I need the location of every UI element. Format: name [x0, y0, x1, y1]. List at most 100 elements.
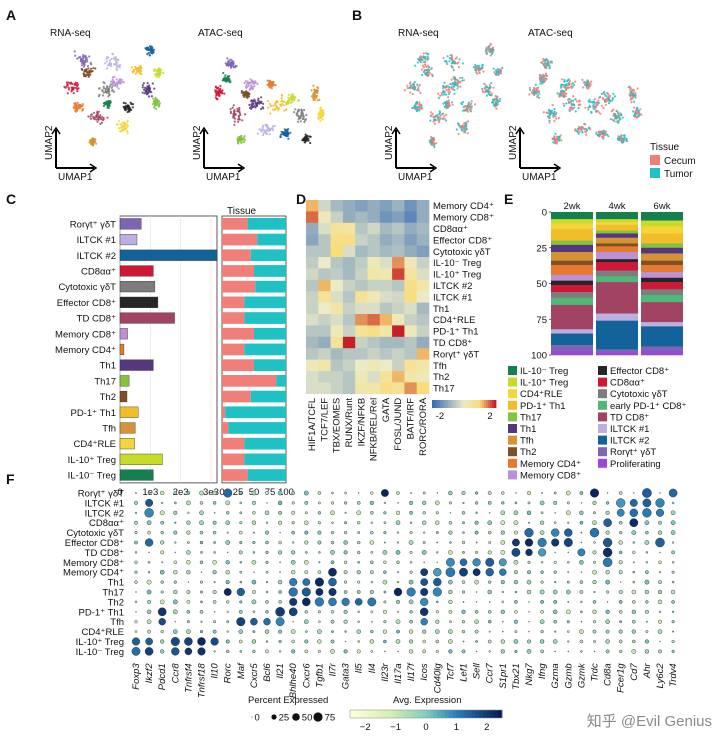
d-cell [355, 336, 368, 349]
panel-b-rna-title: RNA-seq [398, 28, 439, 39]
e-segment [551, 350, 593, 356]
umap-point [544, 66, 547, 69]
f-dot [409, 521, 413, 524]
umap-point [604, 130, 608, 133]
e-segment [641, 294, 683, 303]
d-cell [404, 382, 417, 395]
umap-point [429, 119, 432, 122]
f-dot [448, 629, 453, 634]
umap-point [550, 111, 553, 114]
d-cell [416, 382, 430, 395]
f-dot [462, 521, 465, 525]
umap-point [625, 140, 629, 143]
f-dot [223, 588, 232, 596]
f-dot [225, 540, 231, 545]
c-tissue-xtick: 100 [278, 487, 294, 498]
umap-point [433, 145, 436, 149]
f-dot [357, 580, 361, 584]
f-dot [239, 650, 243, 653]
umap-point [451, 82, 454, 85]
f-dot [344, 521, 348, 525]
f-dot [605, 629, 610, 634]
umap-point [248, 88, 251, 92]
e-segment [641, 247, 683, 254]
f-colorbar-step [361, 710, 366, 718]
c-row-label: Th1 [100, 361, 116, 372]
umap-point [240, 134, 243, 138]
d-cell [342, 211, 356, 224]
umap-point [437, 96, 440, 100]
umap-point [618, 117, 621, 120]
umap-point [280, 93, 283, 97]
f-dot [356, 510, 362, 516]
f-dot [250, 617, 258, 626]
umap-point [496, 103, 499, 106]
umap-point [149, 46, 152, 49]
umap-point [99, 114, 102, 117]
e-segment [641, 212, 683, 221]
f-dot [187, 581, 190, 583]
e-segment [551, 292, 593, 299]
umap-point [118, 66, 121, 69]
d-cell [416, 257, 430, 269]
f-colorbar-tick: −1 [390, 722, 401, 733]
f-colorbar-step [426, 710, 431, 718]
f-dot [670, 510, 676, 516]
f-dot [488, 512, 491, 514]
umap-point [269, 104, 272, 108]
f-dot [186, 500, 191, 506]
f-dot [579, 560, 584, 565]
umap-point [260, 107, 263, 111]
umap-point [77, 87, 80, 90]
c-bar [119, 218, 142, 230]
umap-point [548, 121, 551, 124]
umap-point [304, 137, 307, 140]
umap-point [82, 72, 85, 75]
f-dot [462, 601, 465, 603]
f-dot [605, 530, 610, 535]
f-gene-label: Ccr8 [170, 663, 181, 684]
f-dot [435, 639, 440, 644]
f-dot [264, 530, 270, 535]
umap-point [417, 85, 420, 88]
umap-point [535, 88, 539, 91]
c-row-label: Rorγt⁺ γδT [70, 219, 116, 230]
f-dot [174, 541, 177, 544]
f-size-legend-label: 25 [279, 713, 290, 724]
f-dot [537, 537, 547, 548]
e-ytick: 100 [531, 351, 547, 362]
f-dot [619, 620, 623, 624]
f-dot [671, 639, 675, 644]
umap-point [452, 85, 455, 88]
f-dot [474, 579, 479, 585]
umap-point [145, 87, 148, 90]
e-legend-swatch [598, 447, 607, 457]
umap-point [303, 120, 306, 124]
f-colorbar-step [483, 710, 488, 718]
umap-point [129, 101, 132, 104]
f-dot [420, 578, 429, 586]
umap-point [584, 106, 587, 109]
f-gene-label: Cxcr6 [301, 663, 312, 689]
umap-point [572, 99, 575, 102]
umap-point [532, 92, 535, 95]
e-segment [641, 282, 683, 290]
umap-point [553, 110, 556, 113]
umap-point [559, 86, 563, 89]
umap-point [234, 66, 237, 69]
umap-point [462, 79, 466, 82]
f-dot [672, 610, 675, 613]
f-dot [524, 538, 534, 547]
umap-point [593, 108, 596, 111]
f-dot [488, 630, 491, 633]
umap-point [321, 118, 324, 121]
f-dot [383, 570, 387, 574]
umap-point [215, 98, 218, 101]
f-dot [421, 550, 427, 555]
f-dot [618, 629, 623, 634]
c-tissue-tumor [254, 327, 286, 340]
f-gene-label: Cxcr5 [249, 663, 260, 689]
umap-point [448, 60, 451, 63]
f-dot [263, 618, 271, 626]
